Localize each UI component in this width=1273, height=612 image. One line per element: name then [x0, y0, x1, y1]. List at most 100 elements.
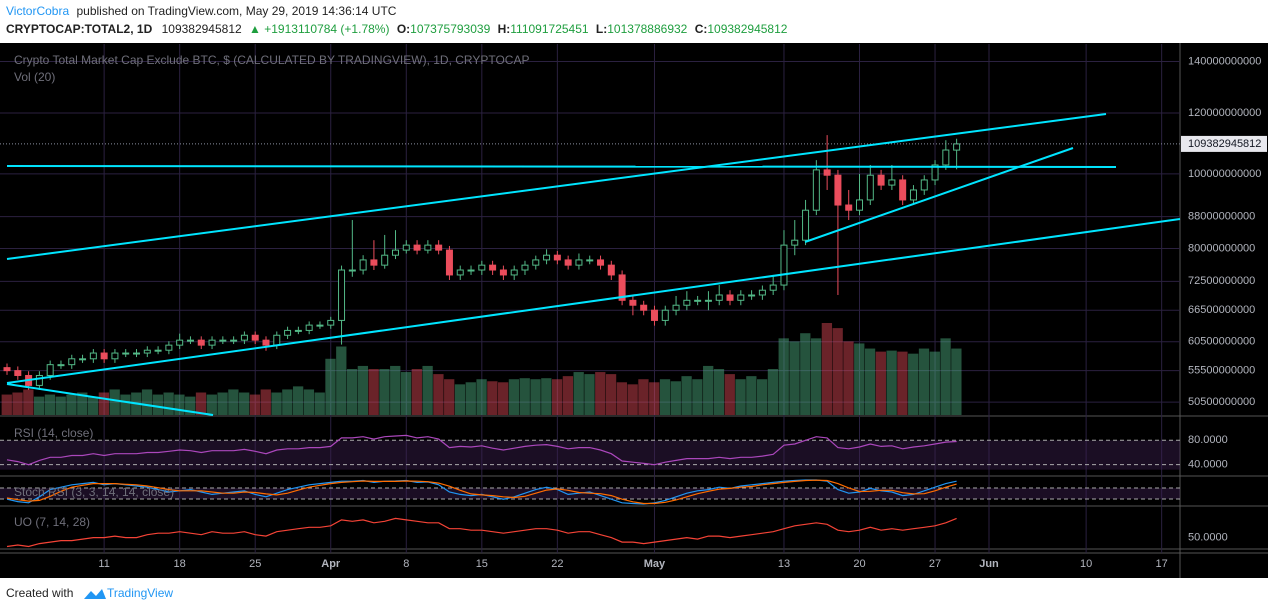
h: 111091725451 [510, 22, 589, 36]
candle-body [499, 269, 507, 276]
candle-body [953, 143, 961, 151]
volume-bar [87, 396, 99, 415]
volume-bar [260, 389, 271, 415]
volume-bar [864, 348, 876, 415]
candle-body [586, 259, 594, 262]
volume-bar [584, 374, 595, 415]
volume-bar [562, 376, 574, 415]
volume-bar [713, 369, 725, 415]
symbol-line: CRYPTOCAP:TOTAL2, 1D 109382945812 ▲ +191… [6, 22, 788, 36]
candle-body [899, 179, 907, 201]
candle-body [348, 269, 356, 272]
volume-bar [638, 379, 649, 415]
rsi-tick-label: 80.0000 [1188, 434, 1228, 446]
candle-body [402, 244, 410, 251]
volume-bar [282, 389, 293, 415]
labels: 11 18 25 Apr 8 15 22 May 13 20 27 Jun 10 17 1400000000… [14, 53, 1267, 570]
candle-body [391, 249, 399, 256]
candle-body [435, 244, 443, 251]
candle-body [532, 259, 540, 266]
candle-body [823, 169, 831, 176]
candle-body [575, 259, 583, 266]
volume-bar [77, 392, 88, 415]
author[interactable]: VictorCobra [6, 4, 69, 18]
volume-bar [756, 379, 768, 415]
volume-bar [33, 396, 45, 415]
c-label: C: [695, 22, 708, 36]
x-tick-label: 22 [551, 558, 563, 570]
volume-bar [163, 392, 174, 415]
volume-bar [152, 394, 163, 415]
last-price-label: 109382945812 [1188, 138, 1261, 150]
candle-body [122, 352, 130, 355]
footer-brand[interactable]: TradingView [107, 586, 173, 600]
volume-bar [249, 394, 261, 415]
volume-bar [940, 338, 951, 415]
volume-bar [519, 378, 530, 415]
volume-bar [843, 341, 854, 415]
y-tick-label: 60500000000 [1188, 336, 1255, 348]
candle-body [650, 309, 658, 321]
volume-bar [400, 372, 412, 415]
trend-line [6, 113, 1107, 260]
candle-body [176, 339, 184, 346]
volume-bar [228, 389, 239, 415]
candle-body [359, 259, 367, 271]
volume-bar [292, 386, 304, 415]
candle-body [381, 254, 389, 266]
volume-bar [875, 351, 886, 415]
volume-bar [897, 351, 908, 415]
volume-bar [476, 379, 487, 415]
uo-line [6, 517, 957, 548]
volume-bar [239, 392, 250, 415]
candle-body [35, 374, 43, 386]
volume-bar [703, 365, 714, 415]
candle-body [46, 364, 54, 376]
volume-bar [886, 350, 897, 415]
y-tick-label: 55500000000 [1188, 365, 1255, 377]
rsi-band [0, 440, 1180, 470]
uo-tick-label: 50.0000 [1188, 532, 1228, 544]
volume-bar [120, 394, 131, 415]
candle-body [931, 164, 939, 181]
trend-lines [6, 113, 1181, 416]
o-label: O: [397, 22, 410, 36]
x-tick-label: 8 [403, 558, 409, 570]
volume-bar [185, 396, 196, 415]
y-tick-label: 88000000000 [1188, 211, 1255, 223]
candle-body [57, 364, 65, 367]
volume-bar [433, 374, 444, 415]
o: 107375793039 [410, 22, 490, 36]
c: 109382945812 [707, 22, 787, 36]
volume-bar [271, 392, 282, 415]
x-tick-label: 15 [476, 558, 488, 570]
x-tick-label: 11 [98, 558, 109, 570]
candle-body [251, 334, 259, 341]
candle-body [629, 299, 637, 306]
volume-bar [498, 382, 509, 415]
volume-bar [55, 396, 66, 415]
footer-created: Created with [6, 586, 73, 600]
x-tick-label: 17 [1156, 558, 1168, 570]
volume-bar [109, 389, 120, 415]
candle-body [748, 294, 756, 297]
candle-body [111, 352, 119, 360]
volume-bar [541, 378, 552, 415]
candle-body [726, 294, 734, 301]
candle-body [543, 254, 551, 261]
candle-body [284, 329, 292, 336]
volume-bar [368, 369, 379, 415]
volume-bar [929, 351, 940, 415]
candle-body [316, 324, 324, 327]
volume-bar [908, 353, 919, 415]
candle-body [640, 304, 648, 311]
volume-bar [530, 379, 541, 415]
candle-body [230, 339, 238, 342]
volume-bar [605, 374, 617, 415]
candle-body [262, 339, 270, 346]
candle-body [273, 334, 281, 346]
volume-bar [195, 392, 207, 415]
volume-bar [206, 394, 217, 415]
